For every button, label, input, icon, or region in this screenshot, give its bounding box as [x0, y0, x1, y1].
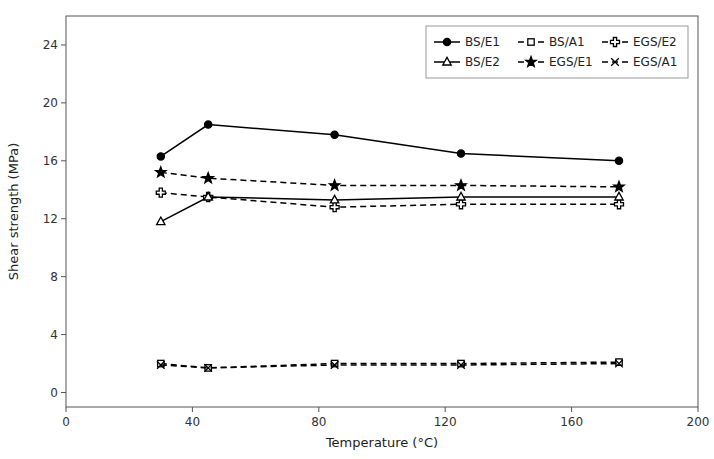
point [457, 200, 466, 209]
y-tick [61, 102, 66, 103]
point [331, 361, 339, 369]
legend-label: BS/E1 [465, 35, 500, 49]
point [156, 167, 166, 177]
legend-marker [526, 57, 536, 67]
point [203, 173, 213, 183]
x-tick-label: 120 [434, 415, 457, 429]
y-tick-label: 24 [43, 38, 58, 52]
series [156, 167, 625, 191]
plot-frame [66, 16, 698, 407]
y-axis-label: Shear strength (MPa) [6, 143, 21, 280]
point [156, 188, 165, 197]
x-tick [698, 407, 699, 412]
legend-label: EGS/E2 [633, 35, 677, 49]
legend-marker [443, 57, 451, 65]
point [157, 153, 164, 160]
chart: 0 40 80 120 160 200 0 4 8 12 16 20 24 Temperature (°C… [0, 0, 714, 459]
x-tick [66, 407, 67, 412]
point [615, 192, 623, 200]
point [205, 121, 212, 128]
series [157, 360, 623, 372]
point [457, 150, 464, 157]
y-tick [61, 218, 66, 219]
y-tick [61, 276, 66, 277]
x-tick [571, 407, 572, 412]
x-tick-label: 80 [311, 415, 326, 429]
x-tick [192, 407, 193, 412]
x-tick-label: 0 [62, 415, 70, 429]
background [0, 0, 714, 459]
y-tick-label: 16 [43, 154, 58, 168]
point [457, 361, 465, 369]
point [615, 200, 624, 209]
series-line [161, 197, 619, 222]
point [329, 180, 339, 190]
point [204, 364, 212, 372]
y-tick-label: 0 [50, 386, 58, 400]
y-tick-label: 4 [50, 328, 58, 342]
series-line [161, 362, 619, 368]
series [157, 121, 622, 164]
legend-marker [611, 58, 619, 66]
legend-marker [611, 38, 620, 47]
point [456, 180, 466, 190]
series-line [161, 193, 619, 207]
legend-frame [426, 26, 688, 78]
x-tick [318, 407, 319, 412]
point [204, 193, 213, 202]
point [330, 203, 339, 212]
point [204, 192, 212, 200]
point [615, 360, 623, 368]
series [156, 188, 623, 211]
series [158, 359, 623, 371]
x-tick [445, 407, 446, 412]
point [614, 181, 624, 191]
legend-marker [443, 38, 450, 45]
x-tick-label: 160 [560, 415, 583, 429]
y-tick [61, 334, 66, 335]
y-tick [61, 160, 66, 161]
series-line [161, 364, 619, 368]
y-tick-label: 12 [43, 212, 58, 226]
series [157, 192, 624, 224]
point [330, 195, 338, 203]
x-tick-label: 40 [185, 415, 200, 429]
point [157, 217, 165, 225]
series-line [161, 172, 619, 186]
legend-label: BS/E2 [465, 55, 500, 69]
legend-label: EGS/A1 [633, 55, 677, 69]
y-tick-label: 20 [43, 96, 58, 110]
plot-area [156, 121, 625, 372]
legend-label: EGS/E1 [549, 55, 593, 69]
point [157, 361, 165, 369]
x-tick-label: 200 [687, 415, 710, 429]
y-tick [61, 392, 66, 393]
legend: BS/E1 BS/A1 EGS/E2 BS/E2 EGS/E1 EGS/A1 [426, 26, 688, 78]
x-axis-label: Temperature (°C) [325, 435, 438, 450]
y-tick [61, 44, 66, 45]
legend-label: BS/A1 [549, 35, 585, 49]
legend-marker [528, 39, 534, 45]
series-line [161, 125, 619, 161]
y-tick-label: 8 [50, 270, 58, 284]
point [331, 131, 338, 138]
point [457, 192, 465, 200]
point [615, 157, 622, 164]
